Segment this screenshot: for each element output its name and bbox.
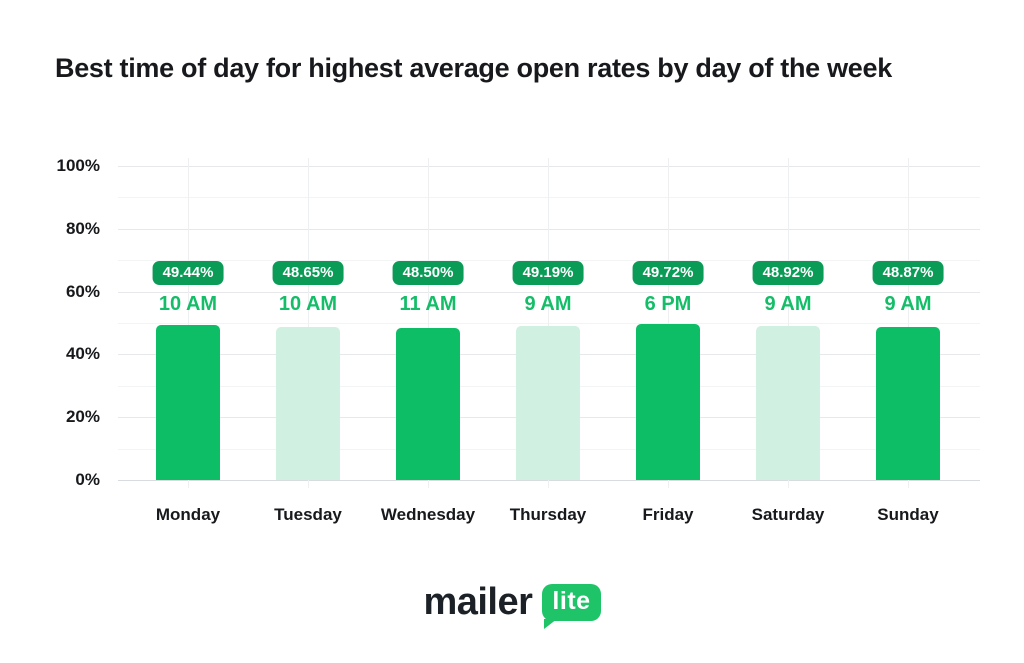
- x-tick-label: Friday: [642, 505, 694, 524]
- y-tick-label: 60%: [65, 281, 100, 301]
- category-gridline: [547, 158, 549, 488]
- logo-bubble-text: lite: [552, 586, 591, 615]
- category-group: 49.44% 10 AM Monday: [128, 158, 248, 524]
- gridline-minor-90: [118, 197, 980, 199]
- category-group: 48.92% 9 AM Saturday: [728, 158, 848, 524]
- bar: [516, 325, 580, 480]
- mailerlite-logo: mailer lite: [0, 572, 1024, 632]
- x-axis-line: [118, 480, 980, 481]
- chart-title: Best time of day for highest average ope…: [55, 53, 892, 83]
- category-gridline: [667, 158, 669, 488]
- x-tick-label: Sunday: [877, 505, 939, 524]
- value-badge: 49.19%: [512, 261, 584, 285]
- value-badge: 49.44%: [152, 261, 224, 285]
- y-tick-label: 80%: [65, 218, 100, 238]
- y-tick-label: 0%: [75, 470, 100, 489]
- category-group: 48.87% 9 AM Sunday: [848, 158, 968, 524]
- y-tick-label: 20%: [65, 407, 100, 427]
- value-badge: 48.65%: [272, 261, 344, 285]
- category-gridline: [787, 158, 789, 488]
- best-time-label: 9 AM: [884, 293, 932, 315]
- category-gridline: [427, 158, 429, 488]
- bar: [396, 327, 460, 480]
- best-time-label: 11 AM: [399, 293, 457, 315]
- bar: [756, 326, 820, 480]
- best-time-label: 6 PM: [644, 293, 692, 315]
- value-badge: 49.72%: [632, 261, 704, 285]
- category-group: 49.19% 9 AM Thursday: [488, 158, 608, 524]
- category-group: 48.65% 10 AM Tuesday: [248, 158, 368, 524]
- plot-area: 100% 80% 60% 40% 20% 0% 49.44% 10 AM Mon…: [57, 156, 980, 524]
- best-time-label: 9 AM: [764, 293, 812, 315]
- x-tick-label: Thursday: [509, 505, 587, 524]
- category-group: 49.72% 6 PM Friday: [608, 158, 728, 524]
- category-gridline: [187, 158, 189, 488]
- value-badge: 48.87%: [872, 261, 944, 285]
- category-gridline: [907, 158, 909, 488]
- bar: [276, 327, 340, 480]
- y-tick-label: 40%: [65, 344, 100, 364]
- gridline-80: [118, 228, 980, 230]
- x-tick-label: Monday: [155, 505, 221, 524]
- category-group: 48.50% 11 AM Wednesday: [368, 158, 488, 524]
- bar: [156, 324, 220, 480]
- y-tick-label: 100%: [56, 156, 100, 175]
- x-tick-label: Tuesday: [274, 505, 342, 524]
- value-badge: 48.50%: [392, 261, 464, 285]
- best-time-label: 9 AM: [524, 293, 572, 315]
- category-gridline: [307, 158, 309, 488]
- gridline-minor-50: [118, 323, 980, 324]
- bar: [636, 323, 700, 480]
- best-time-label: 10 AM: [158, 293, 218, 315]
- bar: [876, 326, 940, 480]
- gridline-minor-70: [118, 260, 980, 262]
- best-time-label: 10 AM: [278, 293, 338, 315]
- x-tick-label: Wednesday: [380, 505, 476, 524]
- x-tick-label: Saturday: [751, 505, 825, 524]
- logo-wordmark: mailer: [423, 581, 533, 623]
- value-badge: 48.92%: [752, 261, 824, 285]
- gridline-60: [118, 291, 980, 293]
- logo-speech-bubble-icon: lite: [542, 583, 601, 629]
- gridline-100: [118, 166, 980, 167]
